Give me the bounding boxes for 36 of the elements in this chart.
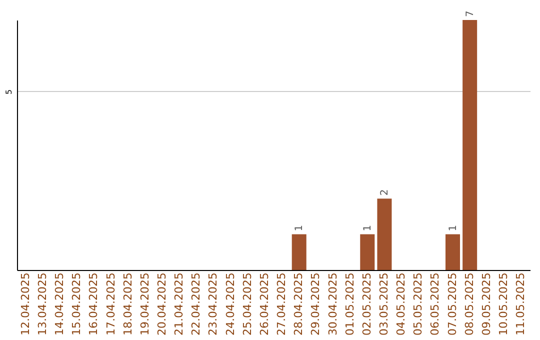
x-tick-label: 30.04.2025 <box>326 272 340 336</box>
x-tick-label: 02.05.2025 <box>360 272 374 336</box>
data-label: 1 <box>294 224 306 232</box>
x-tick-label: 10.05.2025 <box>496 272 510 336</box>
x-tick-label: 18.04.2025 <box>121 272 134 336</box>
x-tick-label: 21.04.2025 <box>172 272 186 336</box>
x-tick-label: 28.04.2025 <box>292 272 306 336</box>
x-tick-label: 14.04.2025 <box>53 272 66 336</box>
x-tick-label: 13.04.2025 <box>36 272 50 336</box>
x-tick-label: 09.05.2025 <box>480 272 493 336</box>
x-tick-label: 20.04.2025 <box>156 272 169 336</box>
data-label: 1 <box>448 224 459 232</box>
x-tick-label: 25.04.2025 <box>240 272 254 336</box>
x-tick-label: 17.04.2025 <box>104 272 118 336</box>
x-tick-label: 06.05.2025 <box>428 272 442 336</box>
x-tick-label: 29.04.2025 <box>309 272 322 336</box>
y-tick-label: 5 <box>4 89 14 94</box>
x-tick-label: 05.05.2025 <box>412 272 425 336</box>
x-tick-label: 01.05.2025 <box>343 272 356 336</box>
x-tick-label: 26.04.2025 <box>258 272 271 336</box>
data-label: 2 <box>379 189 390 196</box>
x-tick-label: 08.05.2025 <box>462 272 476 336</box>
x-tick-label: 19.04.2025 <box>138 272 152 336</box>
x-tick-label: 15.04.2025 <box>70 272 84 336</box>
x-tick-label: 12.04.2025 <box>18 272 32 336</box>
x-tick-label: 22.04.2025 <box>190 272 203 336</box>
x-tick-label: 27.04.2025 <box>275 272 288 336</box>
data-label: 1 <box>362 224 374 232</box>
x-tick-label: 24.04.2025 <box>224 272 237 336</box>
data-label: 7 <box>464 10 476 17</box>
x-tick-label: 03.05.2025 <box>377 272 390 336</box>
x-tick-label: 11.05.2025 <box>514 272 528 336</box>
x-tick-label: 04.05.2025 <box>394 272 408 336</box>
x-tick-label: 07.05.2025 <box>446 272 459 336</box>
x-tick-label: 23.04.2025 <box>206 272 220 336</box>
x-tick-label: 16.04.2025 <box>87 272 100 336</box>
